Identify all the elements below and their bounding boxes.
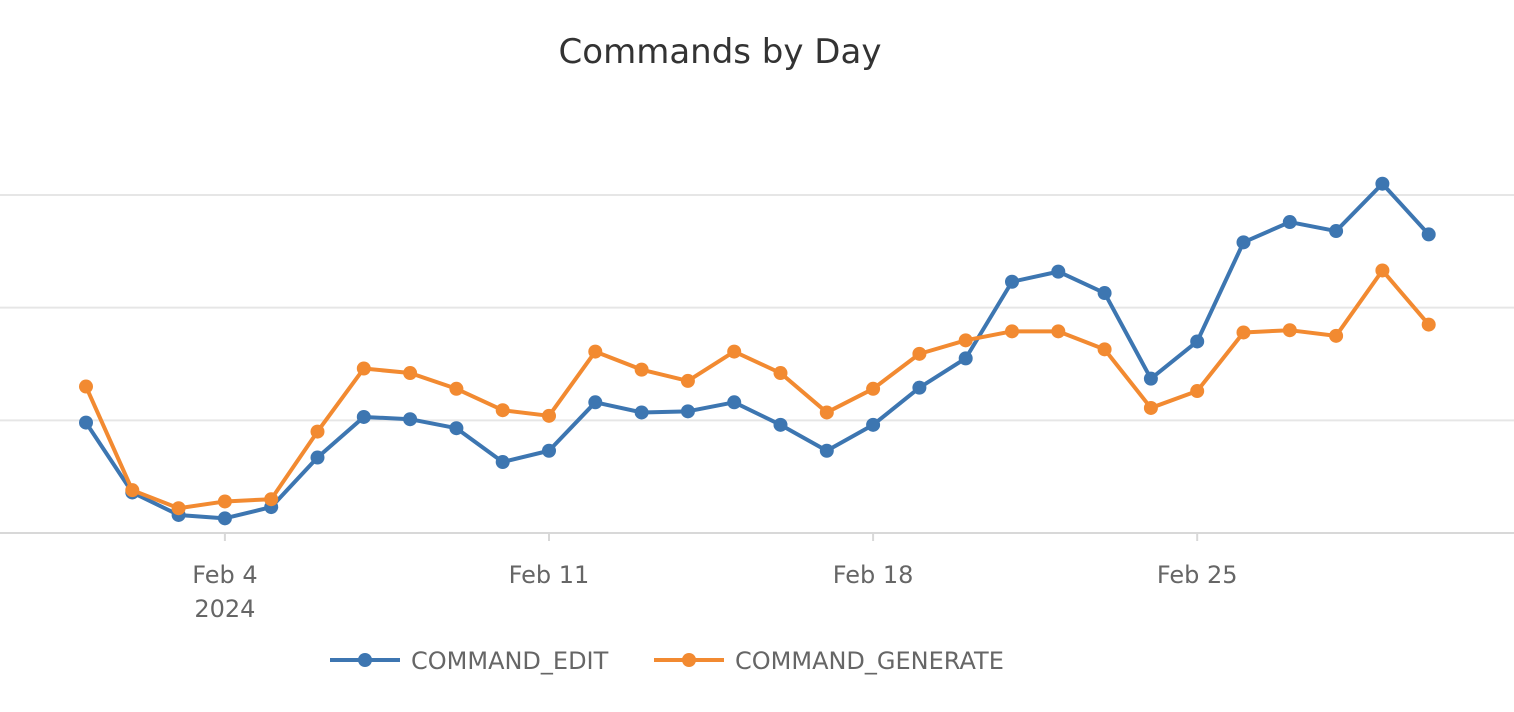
data-point[interactable] (1421, 317, 1436, 332)
legend-marker-icon (358, 653, 372, 667)
x-tick-label: Feb 11 (509, 561, 590, 589)
data-point[interactable] (264, 492, 279, 507)
plot-area (79, 176, 1436, 526)
data-point[interactable] (819, 443, 834, 458)
data-point[interactable] (1005, 324, 1019, 339)
x-tick-label: Feb 18 (833, 561, 914, 589)
data-point[interactable] (680, 373, 695, 388)
series-command-edit[interactable] (79, 176, 1436, 526)
series-command-generate[interactable] (79, 263, 1436, 516)
x-tick-label: Feb 4 (192, 561, 257, 589)
gridlines (0, 194, 1514, 534)
chart-title: Commands by Day (559, 32, 882, 72)
data-point[interactable] (1051, 264, 1066, 279)
data-point[interactable] (1005, 274, 1019, 289)
data-point[interactable] (356, 361, 371, 376)
data-point[interactable] (819, 405, 834, 420)
data-point[interactable] (79, 379, 93, 394)
data-point[interactable] (1375, 176, 1390, 191)
data-point[interactable] (171, 501, 186, 516)
legend-marker-icon (682, 653, 696, 667)
data-point[interactable] (542, 443, 556, 458)
data-point[interactable] (588, 344, 603, 359)
data-point[interactable] (1236, 235, 1251, 250)
data-point[interactable] (912, 380, 927, 395)
legend-item[interactable]: COMMAND_EDIT (330, 647, 609, 675)
data-point[interactable] (1329, 224, 1344, 239)
data-point[interactable] (310, 450, 325, 465)
data-point[interactable] (1421, 227, 1436, 242)
data-point[interactable] (1097, 342, 1112, 357)
data-point[interactable] (1190, 384, 1205, 399)
data-point[interactable] (1143, 400, 1158, 415)
data-point[interactable] (958, 351, 973, 366)
x-tick-sublabel: 2024 (194, 595, 255, 623)
legend-label: COMMAND_GENERATE (735, 647, 1004, 675)
data-point[interactable] (449, 421, 464, 436)
data-point[interactable] (1282, 215, 1297, 230)
data-point[interactable] (1282, 323, 1297, 338)
data-point[interactable] (1375, 263, 1390, 278)
data-point[interactable] (495, 403, 510, 418)
data-point[interactable] (773, 366, 788, 381)
data-point[interactable] (866, 381, 881, 396)
x-tick-label: Feb 25 (1157, 561, 1238, 589)
data-point[interactable] (727, 395, 742, 410)
data-point[interactable] (727, 344, 742, 359)
data-point[interactable] (542, 408, 556, 423)
data-point[interactable] (1329, 328, 1344, 343)
data-point[interactable] (773, 417, 788, 432)
legend[interactable]: COMMAND_EDIT COMMAND_GENERATE (330, 647, 1004, 675)
series-line (84, 181, 1431, 521)
data-point[interactable] (403, 366, 418, 381)
data-point[interactable] (866, 417, 881, 432)
x-axis: Feb 4 2024 Feb 11 Feb 18 Feb 25 (192, 533, 1238, 623)
data-point[interactable] (1143, 371, 1158, 386)
legend-item[interactable]: COMMAND_GENERATE (654, 647, 1004, 675)
data-point[interactable] (634, 362, 649, 377)
data-point[interactable] (403, 412, 418, 427)
data-point[interactable] (1097, 286, 1112, 301)
legend-label: COMMAND_EDIT (411, 647, 609, 675)
data-point[interactable] (217, 511, 232, 526)
data-point[interactable] (495, 455, 510, 470)
data-point[interactable] (912, 346, 927, 361)
data-point[interactable] (356, 409, 371, 424)
data-point[interactable] (449, 381, 464, 396)
data-point[interactable] (634, 405, 649, 420)
data-point[interactable] (1051, 324, 1066, 339)
data-point[interactable] (680, 404, 695, 419)
data-point[interactable] (310, 424, 325, 439)
series-line (84, 268, 1431, 511)
data-point[interactable] (588, 395, 603, 410)
data-point[interactable] (1190, 334, 1205, 349)
data-point[interactable] (79, 415, 93, 430)
data-point[interactable] (958, 333, 973, 348)
data-point[interactable] (125, 483, 140, 498)
data-point[interactable] (1236, 325, 1251, 340)
data-point[interactable] (217, 494, 232, 509)
